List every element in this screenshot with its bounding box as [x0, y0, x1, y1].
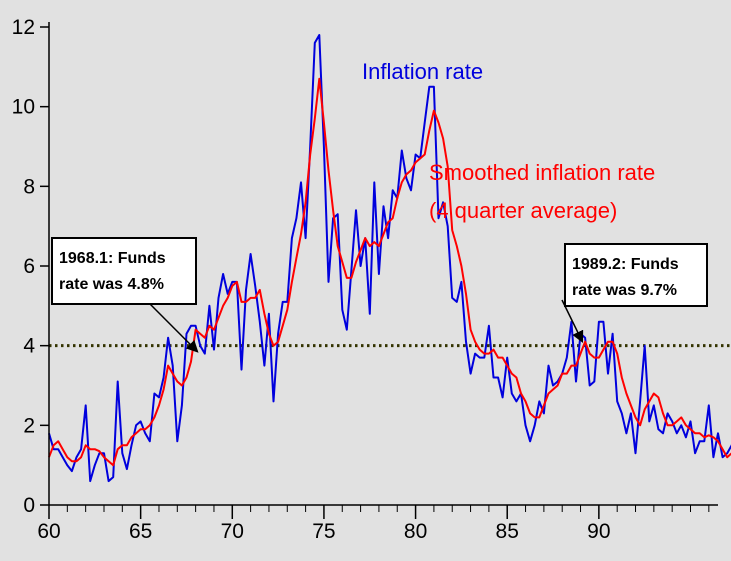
- annotation-text: 1968.1: Funds: [59, 250, 166, 267]
- x-tick-label: 60: [37, 520, 60, 543]
- annotation-box: [564, 243, 708, 307]
- y-tick-label: 10: [12, 96, 35, 119]
- x-tick-label: 80: [404, 520, 427, 543]
- smoothed-series-line: [48, 77, 731, 467]
- y-tick-label: 4: [23, 335, 35, 358]
- inflation-series-label: Inflation rate: [362, 59, 483, 84]
- smoothed-series-sublabel: (4 quarter average): [429, 198, 617, 223]
- annotation-text: rate was 4.8%: [59, 276, 164, 293]
- inflation-series-line: [48, 34, 731, 483]
- annotation-arrow: [561, 299, 584, 344]
- x-tick-label: 75: [312, 520, 335, 543]
- label-layer: Inflation rate Smoothed inflation rate (4 …: [362, 59, 655, 223]
- smoothed-series-label: Smoothed inflation rate: [429, 160, 655, 185]
- annotation-arrow: [149, 303, 199, 353]
- x-tick-label: 85: [496, 520, 519, 543]
- x-tick-label: 65: [129, 520, 152, 543]
- x-tick-label: 90: [587, 520, 610, 543]
- annotation-0: 1968.1: Funds rate was 4.8%: [51, 237, 199, 353]
- annotation-box: [51, 237, 197, 305]
- y-tick-label: 6: [23, 255, 35, 278]
- annotation-layer: 1968.1: Funds rate was 4.8% 1989.2: Funds r…: [51, 237, 708, 353]
- annotation-text: rate was 9.7%: [572, 282, 677, 299]
- annotation-1: 1989.2: Funds rate was 9.7%: [561, 243, 708, 344]
- annotation-text: 1989.2: Funds: [572, 256, 679, 273]
- y-tick-label: 2: [23, 414, 35, 437]
- y-tick-label: 8: [23, 175, 35, 198]
- y-tick-label: 12: [12, 16, 35, 39]
- y-tick-label: 0: [23, 494, 35, 517]
- x-tick-label: 70: [221, 520, 244, 543]
- series-layer: [48, 34, 731, 483]
- axis-layer: 0 2 4 6 8 10 12 60 65 70 75 80 85 90: [12, 16, 718, 543]
